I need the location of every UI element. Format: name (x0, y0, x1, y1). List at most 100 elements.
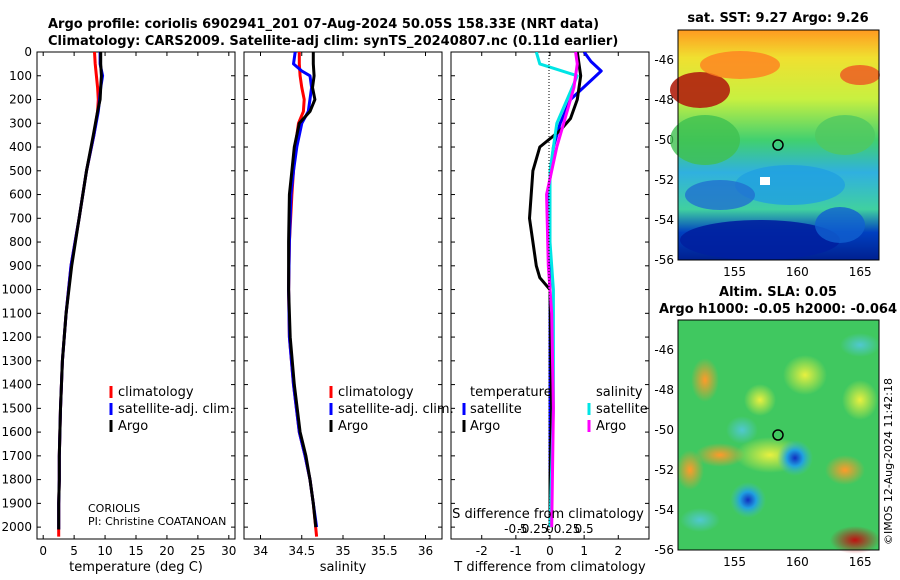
s-diff-tick-label: 0.25 (554, 522, 581, 536)
difference-xlabel-top: S difference from climatology (452, 507, 644, 522)
sla-map (676, 319, 880, 554)
series-line-salinity-satellite (534, 52, 579, 528)
y-tick-label: 0 (24, 45, 32, 59)
map-y-tick-label: -52 (654, 463, 674, 477)
legend-label-t-argo: Argo (470, 419, 500, 434)
difference-legend-temperature: temperature satellite Argo (462, 385, 552, 434)
y-tick-label: 2000 (1, 520, 32, 534)
legend-label-argo: Argo (338, 419, 368, 434)
x-tick-label: 5 (70, 544, 78, 558)
y-tick-label: 1100 (1, 306, 32, 320)
legend-label-t-satellite: satellite (470, 402, 522, 417)
legend-label-satellite: satellite-adj. clim. (118, 402, 234, 417)
x-tick-label: 0 (39, 544, 47, 558)
s-diff-tick-label: -0.25 (517, 522, 548, 536)
temperature-xlabel: temperature (deg C) (69, 560, 203, 575)
x-tick-label: 35 (335, 544, 350, 558)
map-x-tick-label: 165 (849, 555, 872, 569)
sst-map-frame (677, 29, 880, 261)
map-y-tick-label: -54 (654, 213, 674, 227)
map-x-tick-label: 155 (723, 265, 746, 279)
legend-label-satellite: satellite-adj. clim. (338, 402, 454, 417)
sla-red-eddy (830, 526, 880, 554)
sla-cold-eddy (777, 440, 813, 476)
x-tick-label: 34 (253, 544, 268, 558)
x-tick-label: 0 (546, 544, 554, 558)
map-x-tick-label: 165 (849, 265, 872, 279)
sst-map (670, 29, 880, 261)
legend-title-temperature: temperature (470, 385, 552, 400)
x-tick-label: 2 (614, 544, 622, 558)
y-tick-label: 300 (9, 116, 32, 130)
salinity-lines (287, 52, 319, 537)
sla-map-frame (677, 319, 880, 551)
pi-label: PI: Christine COATANOAN (88, 515, 226, 528)
sla-map-subtitle: Argo h1000: -0.05 h2000: -0.064 (659, 302, 897, 317)
map-y-tick-label: -56 (654, 253, 674, 267)
y-tick-label: 1400 (1, 378, 32, 392)
sst-map-title: sat. SST: 9.27 Argo: 9.26 (687, 11, 868, 26)
map-y-tick-label: -48 (654, 383, 674, 397)
sla-warm-eddy (691, 358, 719, 402)
series-line-climatology (57, 52, 100, 537)
imos-stamp: ©IMOS 12-Aug-2024 11:42:18 (882, 378, 895, 545)
axis-ticks: 0100200300400500600700800900100011001200… (1, 45, 871, 569)
y-tick-label: 1600 (1, 425, 32, 439)
sst-cool-west (685, 180, 755, 210)
x-tick-label: 36 (418, 544, 433, 558)
sla-argo-marker (772, 429, 784, 441)
map-y-tick-label: -50 (654, 133, 674, 147)
x-tick-label: 30 (221, 544, 236, 558)
s-diff-tick-label: 0 (546, 522, 554, 536)
map-y-tick-label: -52 (654, 173, 674, 187)
x-tick-label: 15 (128, 544, 143, 558)
operator-label: CORIOLIS (88, 502, 140, 515)
s-diff-tick-label: 0.5 (575, 522, 594, 536)
sst-cold-east (815, 207, 865, 243)
sst-argo-marker (772, 139, 784, 151)
sla-cyan-eddy (840, 333, 880, 357)
sla-yellow-eddy (842, 380, 878, 420)
sla-cyan-eddy (726, 416, 758, 444)
y-tick-label: 900 (9, 259, 32, 273)
sla-warm-eddy (676, 450, 704, 490)
map-y-tick-label: -46 (654, 53, 674, 67)
series-line-argo (287, 52, 318, 528)
difference-legend-salinity: salinity satellite Argo (587, 385, 648, 434)
series-line-argo (57, 52, 103, 530)
legend-label-s-argo: Argo (596, 419, 626, 434)
x-tick-label: 1 (580, 544, 588, 558)
map-y-tick-label: -48 (654, 93, 674, 107)
y-tick-label: 400 (9, 140, 32, 154)
legend-title-salinity: salinity (596, 385, 643, 400)
y-tick-label: 1800 (1, 473, 32, 487)
salinity-xlabel: salinity (320, 560, 367, 575)
map-y-tick-label: -54 (654, 503, 674, 517)
sla-map-title: Altim. SLA: 0.05 (719, 285, 837, 300)
legend-label-climatology: climatology (338, 385, 414, 400)
sst-cool-band (735, 165, 845, 205)
y-tick-label: 500 (9, 164, 32, 178)
y-tick-label: 1500 (1, 401, 32, 415)
map-y-tick-label: -56 (654, 543, 674, 557)
y-tick-label: 1900 (1, 496, 32, 510)
sla-warm-eddy (695, 443, 745, 467)
series-line-salinity-argo (545, 52, 579, 528)
sla-yellow-eddy (783, 355, 827, 395)
sla-warm-eddy (825, 455, 865, 485)
difference-lines (528, 52, 603, 528)
sst-warm-band (700, 51, 780, 79)
header-line2: Climatology: CARS2009. Satellite-adj cli… (48, 34, 618, 49)
x-tick-label: 25 (190, 544, 205, 558)
legend-label-s-satellite: satellite (596, 402, 648, 417)
temperature-legend: climatology satellite-adj. clim. Argo (109, 385, 234, 434)
x-tick-label: 35.5 (371, 544, 398, 558)
sst-missing-data (760, 177, 770, 185)
sla-cyan-eddy (680, 508, 720, 532)
y-tick-label: 600 (9, 188, 32, 202)
y-tick-label: 700 (9, 211, 32, 225)
x-tick-label: -1 (510, 544, 522, 558)
temperature-lines (57, 52, 105, 537)
map-x-tick-label: 160 (786, 265, 809, 279)
